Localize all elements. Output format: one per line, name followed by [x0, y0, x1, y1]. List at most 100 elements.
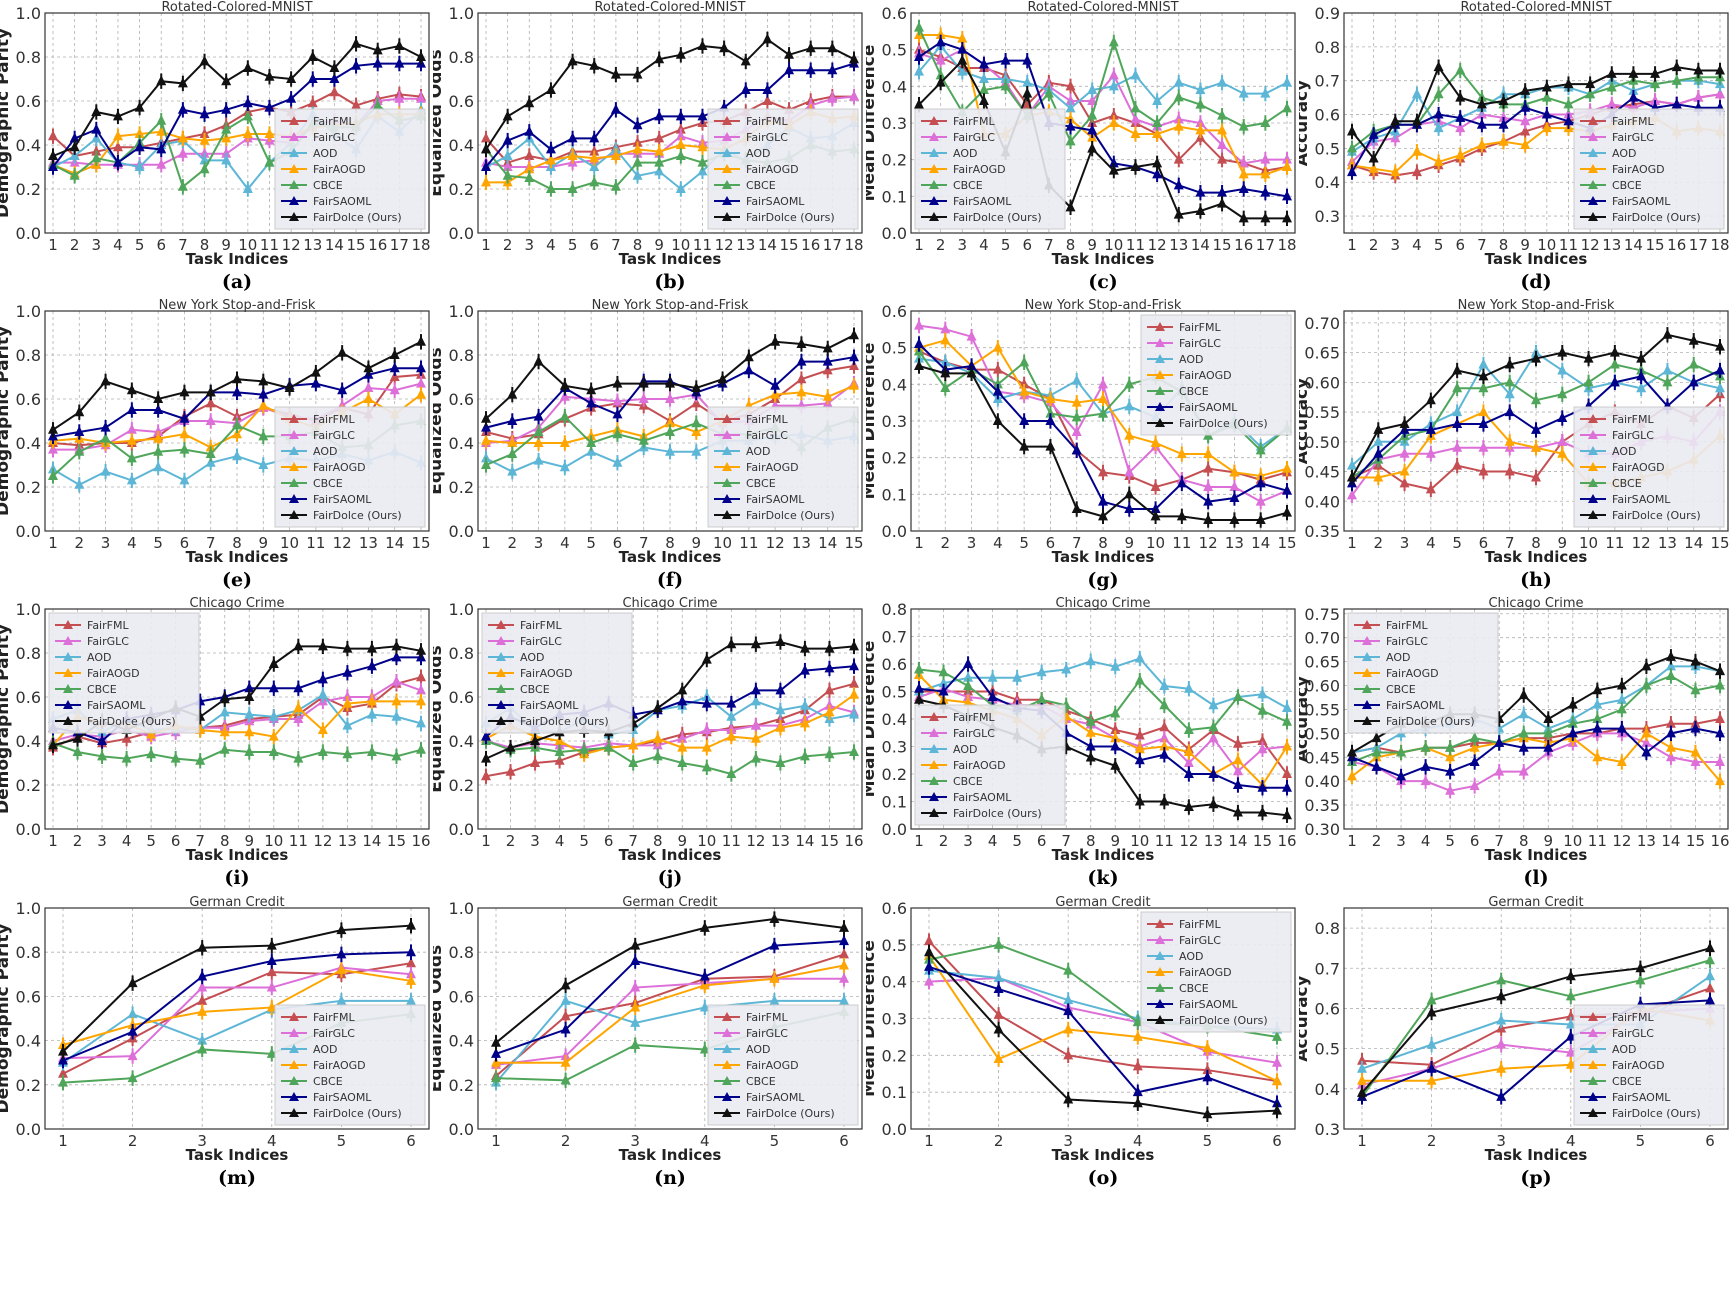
x-tick-label: 3 — [1391, 236, 1401, 254]
data-point — [1195, 98, 1206, 109]
x-tick-label: 9 — [1087, 236, 1097, 254]
x-tick-label: 14 — [1251, 534, 1270, 552]
legend-marker-icon — [1588, 164, 1598, 173]
data-point — [1152, 117, 1163, 127]
series-line — [928, 965, 1278, 1105]
x-tick-label: 3 — [197, 1132, 207, 1150]
x-tick-label: 6 — [1046, 534, 1056, 552]
chart-title: German Credit — [1055, 895, 1150, 910]
data-point — [1635, 974, 1646, 985]
series-line — [485, 62, 855, 168]
data-point — [963, 680, 974, 690]
data-point — [1563, 108, 1574, 119]
chart-svg: 0.00.20.40.60.81.01 2 3 4 5 6 7 8 9 10 11 12 13 14 15 1… — [426, 0, 864, 293]
data-point — [317, 746, 328, 756]
legend-label: AOD — [1612, 1043, 1636, 1056]
data-point — [156, 125, 167, 136]
data-point — [1255, 477, 1266, 488]
legend-marker-icon — [1588, 196, 1598, 205]
data-point — [1257, 688, 1268, 699]
x-tick-label: 12 — [1179, 832, 1198, 850]
y-axis-label: Mean Difference — [866, 940, 879, 1097]
data-point — [1592, 713, 1603, 723]
x-tick-label: 4 — [1421, 832, 1431, 850]
data-point — [153, 404, 164, 414]
data-point — [1217, 153, 1228, 164]
data-point — [1567, 698, 1578, 709]
data-point — [1543, 741, 1554, 752]
y-tick-label: 0.8 — [16, 943, 41, 962]
y-tick-label: 1.0 — [16, 302, 41, 321]
data-point — [1098, 393, 1108, 403]
series-fairdolce-ours- — [914, 358, 1292, 528]
y-axis-label: Equalized Odds — [433, 645, 446, 792]
data-point — [770, 388, 781, 399]
x-tick-label: 18 — [844, 236, 863, 254]
data-point — [351, 59, 362, 70]
data-point — [268, 682, 279, 693]
chart-panel-5: 0.0 0.2 0.4 0.6 0.8 1.0 1 2 3 4 5 6 7 8 9 10 11 12 13 14 15 F… — [426, 298, 866, 600]
data-point — [1411, 166, 1422, 177]
data-point — [993, 1023, 1004, 1034]
y-tick-label: 0.6 — [1315, 999, 1340, 1018]
data-point — [957, 54, 968, 65]
legend-label: FairDolce (Ours) — [313, 211, 402, 224]
y-axis-label: Demographic Parity — [0, 28, 13, 218]
data-point — [799, 699, 810, 710]
x-axis-label: Task Indices — [186, 250, 289, 268]
plot-frame — [44, 608, 430, 830]
data-point — [628, 757, 639, 767]
data-point — [524, 97, 535, 108]
legend: FairFMLFairGLCAODFairAOGDCBCEFairSAOMLFa… — [1140, 314, 1292, 436]
data-point — [1108, 157, 1119, 168]
legend-label: FairGLC — [520, 635, 562, 648]
y-tick-label: 0.45 — [1304, 463, 1340, 482]
x-tick-label: 4 — [988, 832, 998, 850]
legend-marker-icon — [289, 1092, 299, 1101]
data-point — [675, 183, 686, 193]
data-point — [1541, 81, 1552, 92]
x-tick-label: 5 — [1434, 236, 1444, 254]
data-point — [258, 430, 269, 441]
y-axis-label: Equalized Odds — [433, 49, 446, 196]
data-point — [1399, 447, 1410, 458]
series-line — [62, 968, 412, 1046]
series-line — [918, 41, 1288, 198]
data-point — [1260, 117, 1271, 127]
data-point — [1347, 471, 1357, 482]
data-point — [1282, 153, 1292, 164]
data-point — [127, 1050, 138, 1061]
data-point — [1045, 440, 1056, 451]
x-tick-label: 8 — [200, 236, 210, 254]
data-point — [1232, 765, 1243, 776]
x-tick-label: 3 — [101, 534, 111, 552]
data-point — [966, 360, 977, 370]
plot-frame — [44, 12, 430, 234]
data-point — [179, 474, 190, 485]
chart-panel-8: 0.0 0.2 0.4 0.6 0.8 1.0 1 2 3 4 5 6 7 8 9 10 11 12 13 14 15 1… — [0, 596, 433, 898]
legend-label: FairAOGD — [1612, 1059, 1665, 1072]
data-point — [652, 702, 663, 712]
data-point — [1371, 732, 1382, 743]
data-point — [784, 48, 795, 59]
legend-label: FairSAOML — [1179, 998, 1238, 1011]
legend: FairFMLFairGLCAODFairAOGDCBCEFairSAOMLFa… — [274, 108, 426, 230]
data-point — [336, 963, 347, 974]
x-tick-label: 6 — [1037, 832, 1047, 850]
data-point — [1494, 765, 1505, 776]
data-point — [1022, 76, 1033, 87]
chart-title: Chicago Crime — [1488, 596, 1583, 611]
legend-label: FairGLC — [1612, 131, 1654, 144]
data-point — [1373, 471, 1384, 482]
data-point — [1257, 743, 1268, 754]
data-point — [533, 426, 544, 436]
x-axis-label: Task Indices — [619, 250, 722, 268]
data-point — [560, 1023, 571, 1034]
data-point — [827, 42, 838, 53]
legend-label: FairAOGD — [87, 667, 140, 680]
data-point — [1173, 76, 1184, 87]
data-point — [652, 750, 663, 761]
y-tick-label: 0.8 — [1315, 38, 1340, 57]
legend-label: AOD — [313, 445, 337, 458]
data-point — [351, 99, 362, 110]
